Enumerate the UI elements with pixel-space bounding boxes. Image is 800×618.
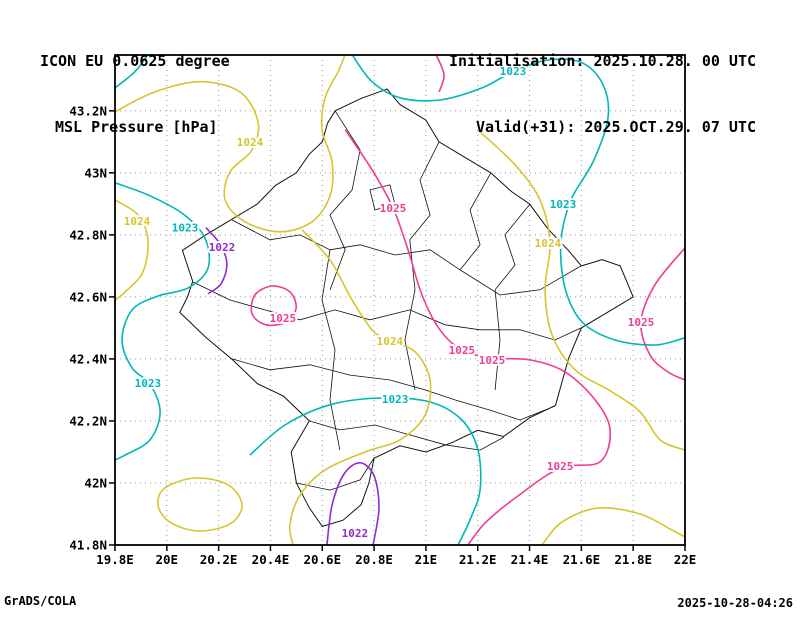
header-left: ICON EU 0.0625 degree MSL Pressure [hPa] (40, 6, 230, 182)
isobar-1024 (479, 131, 685, 451)
plot-frame (109, 54, 686, 551)
isobar-label-1024: 1024 (535, 237, 562, 250)
x-tick-label: 20.8E (355, 552, 393, 567)
isobar-1024 (115, 199, 149, 301)
x-tick-label: 20.2E (200, 552, 238, 567)
x-tick-label: 20.4E (252, 552, 290, 567)
isobar-label-1023: 1023 (135, 377, 162, 390)
y-tick-label: 43.2N (69, 103, 107, 118)
isobar-1022 (205, 227, 228, 295)
x-tick-label: 21E (415, 552, 438, 567)
x-tick-label: 21.4E (511, 552, 549, 567)
isobar-label-1025: 1025 (628, 316, 655, 329)
isobar-label-1024: 1024 (124, 215, 151, 228)
y-tick-label: 42N (84, 476, 107, 491)
isobar-label-1024: 1024 (237, 136, 264, 149)
isobar-1023 (249, 397, 482, 545)
isobar-label-1025: 1025 (547, 460, 574, 473)
contour-labels: 1023 1023 1023 1023 1023 1024 1024 1024 1024 1025… (122, 63, 657, 542)
field-title: MSL Pressure [hPa] (55, 118, 218, 136)
isobar-1025 (250, 285, 297, 327)
isobar-label-1025: 1025 (380, 202, 407, 215)
x-tick-label: 21.8E (614, 552, 652, 567)
isobar-1022 (326, 462, 380, 545)
isobar-label-1024: 1024 (377, 335, 404, 348)
isobar-1023 (351, 55, 685, 346)
isobar-1025 (640, 247, 685, 381)
valid-time: Valid(+31): 2025.OCT.29. 07 UTC (476, 118, 756, 136)
y-tick-label: 42.4N (69, 351, 107, 366)
y-tick-label: 42.8N (69, 227, 107, 242)
y-tick-label: 43N (84, 165, 107, 180)
init-time: Initialisation: 2025.10.28. 00 UTC (448, 52, 756, 70)
isobar-label-1022: 1022 (209, 241, 236, 254)
y-tick-label: 41.8N (69, 538, 107, 553)
contour-layer (115, 55, 685, 545)
isobar-label-1023: 1023 (382, 393, 409, 406)
isobar-1024 (115, 55, 346, 233)
x-tick-label: 20E (156, 552, 179, 567)
x-tick-label: 21.6E (563, 552, 601, 567)
x-tick-label: 20.6E (303, 552, 341, 567)
x-tick-label: 19.8E (96, 552, 134, 567)
map-layer (179, 88, 634, 527)
model-title: ICON EU 0.0625 degree (40, 52, 230, 70)
header-right: Initialisation: 2025.10.28. 00 UTC Valid… (449, 6, 756, 182)
isobar-1025 (435, 55, 445, 93)
isobar-label-1023: 1023 (500, 65, 527, 78)
isobar-1024 (157, 477, 243, 532)
isobar-label-1023: 1023 (550, 198, 577, 211)
isobar-1023 (115, 55, 149, 89)
isobar-1024 (288, 229, 432, 545)
isobar-label-1025: 1025 (270, 312, 297, 325)
axis-tick-labels: 19.8E 20E 20.2E 20.4E 20.6E 20.8E 21E 21.2E 21.4… (69, 103, 696, 567)
y-tick-label: 42.2N (69, 413, 107, 428)
isobar-label-1023: 1023 (172, 222, 199, 235)
render-timestamp: 2025-10-28-04:26 (677, 596, 793, 610)
isobar-1024 (541, 507, 685, 545)
isobar-label-1022: 1022 (342, 527, 369, 540)
y-tick-label: 42.6N (69, 289, 107, 304)
grads-credit: GrADS/COLA (4, 594, 77, 608)
x-tick-label: 21.2E (459, 552, 497, 567)
isobar-1023 (115, 182, 211, 461)
isobar-label-1025: 1025 (449, 344, 476, 357)
x-tick-label: 22E (674, 552, 697, 567)
isobar-label-1025: 1025 (479, 354, 506, 367)
isobar-1025 (344, 129, 612, 545)
